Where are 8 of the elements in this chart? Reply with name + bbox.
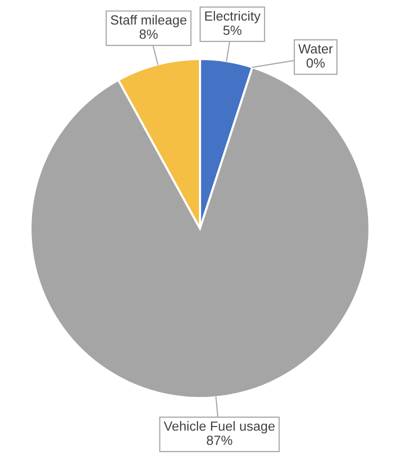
data-label: 8% [140, 30, 158, 39]
data-label: 87% [206, 436, 232, 446]
slice-label: Staff mileage [110, 14, 186, 28]
slice-label: Electricity [205, 11, 261, 24]
slice-label: Vehicle Fuel usage [164, 421, 275, 434]
data-label: 5% [223, 26, 242, 35]
category-label: Water [298, 44, 333, 54]
text: 0% [306, 58, 325, 68]
